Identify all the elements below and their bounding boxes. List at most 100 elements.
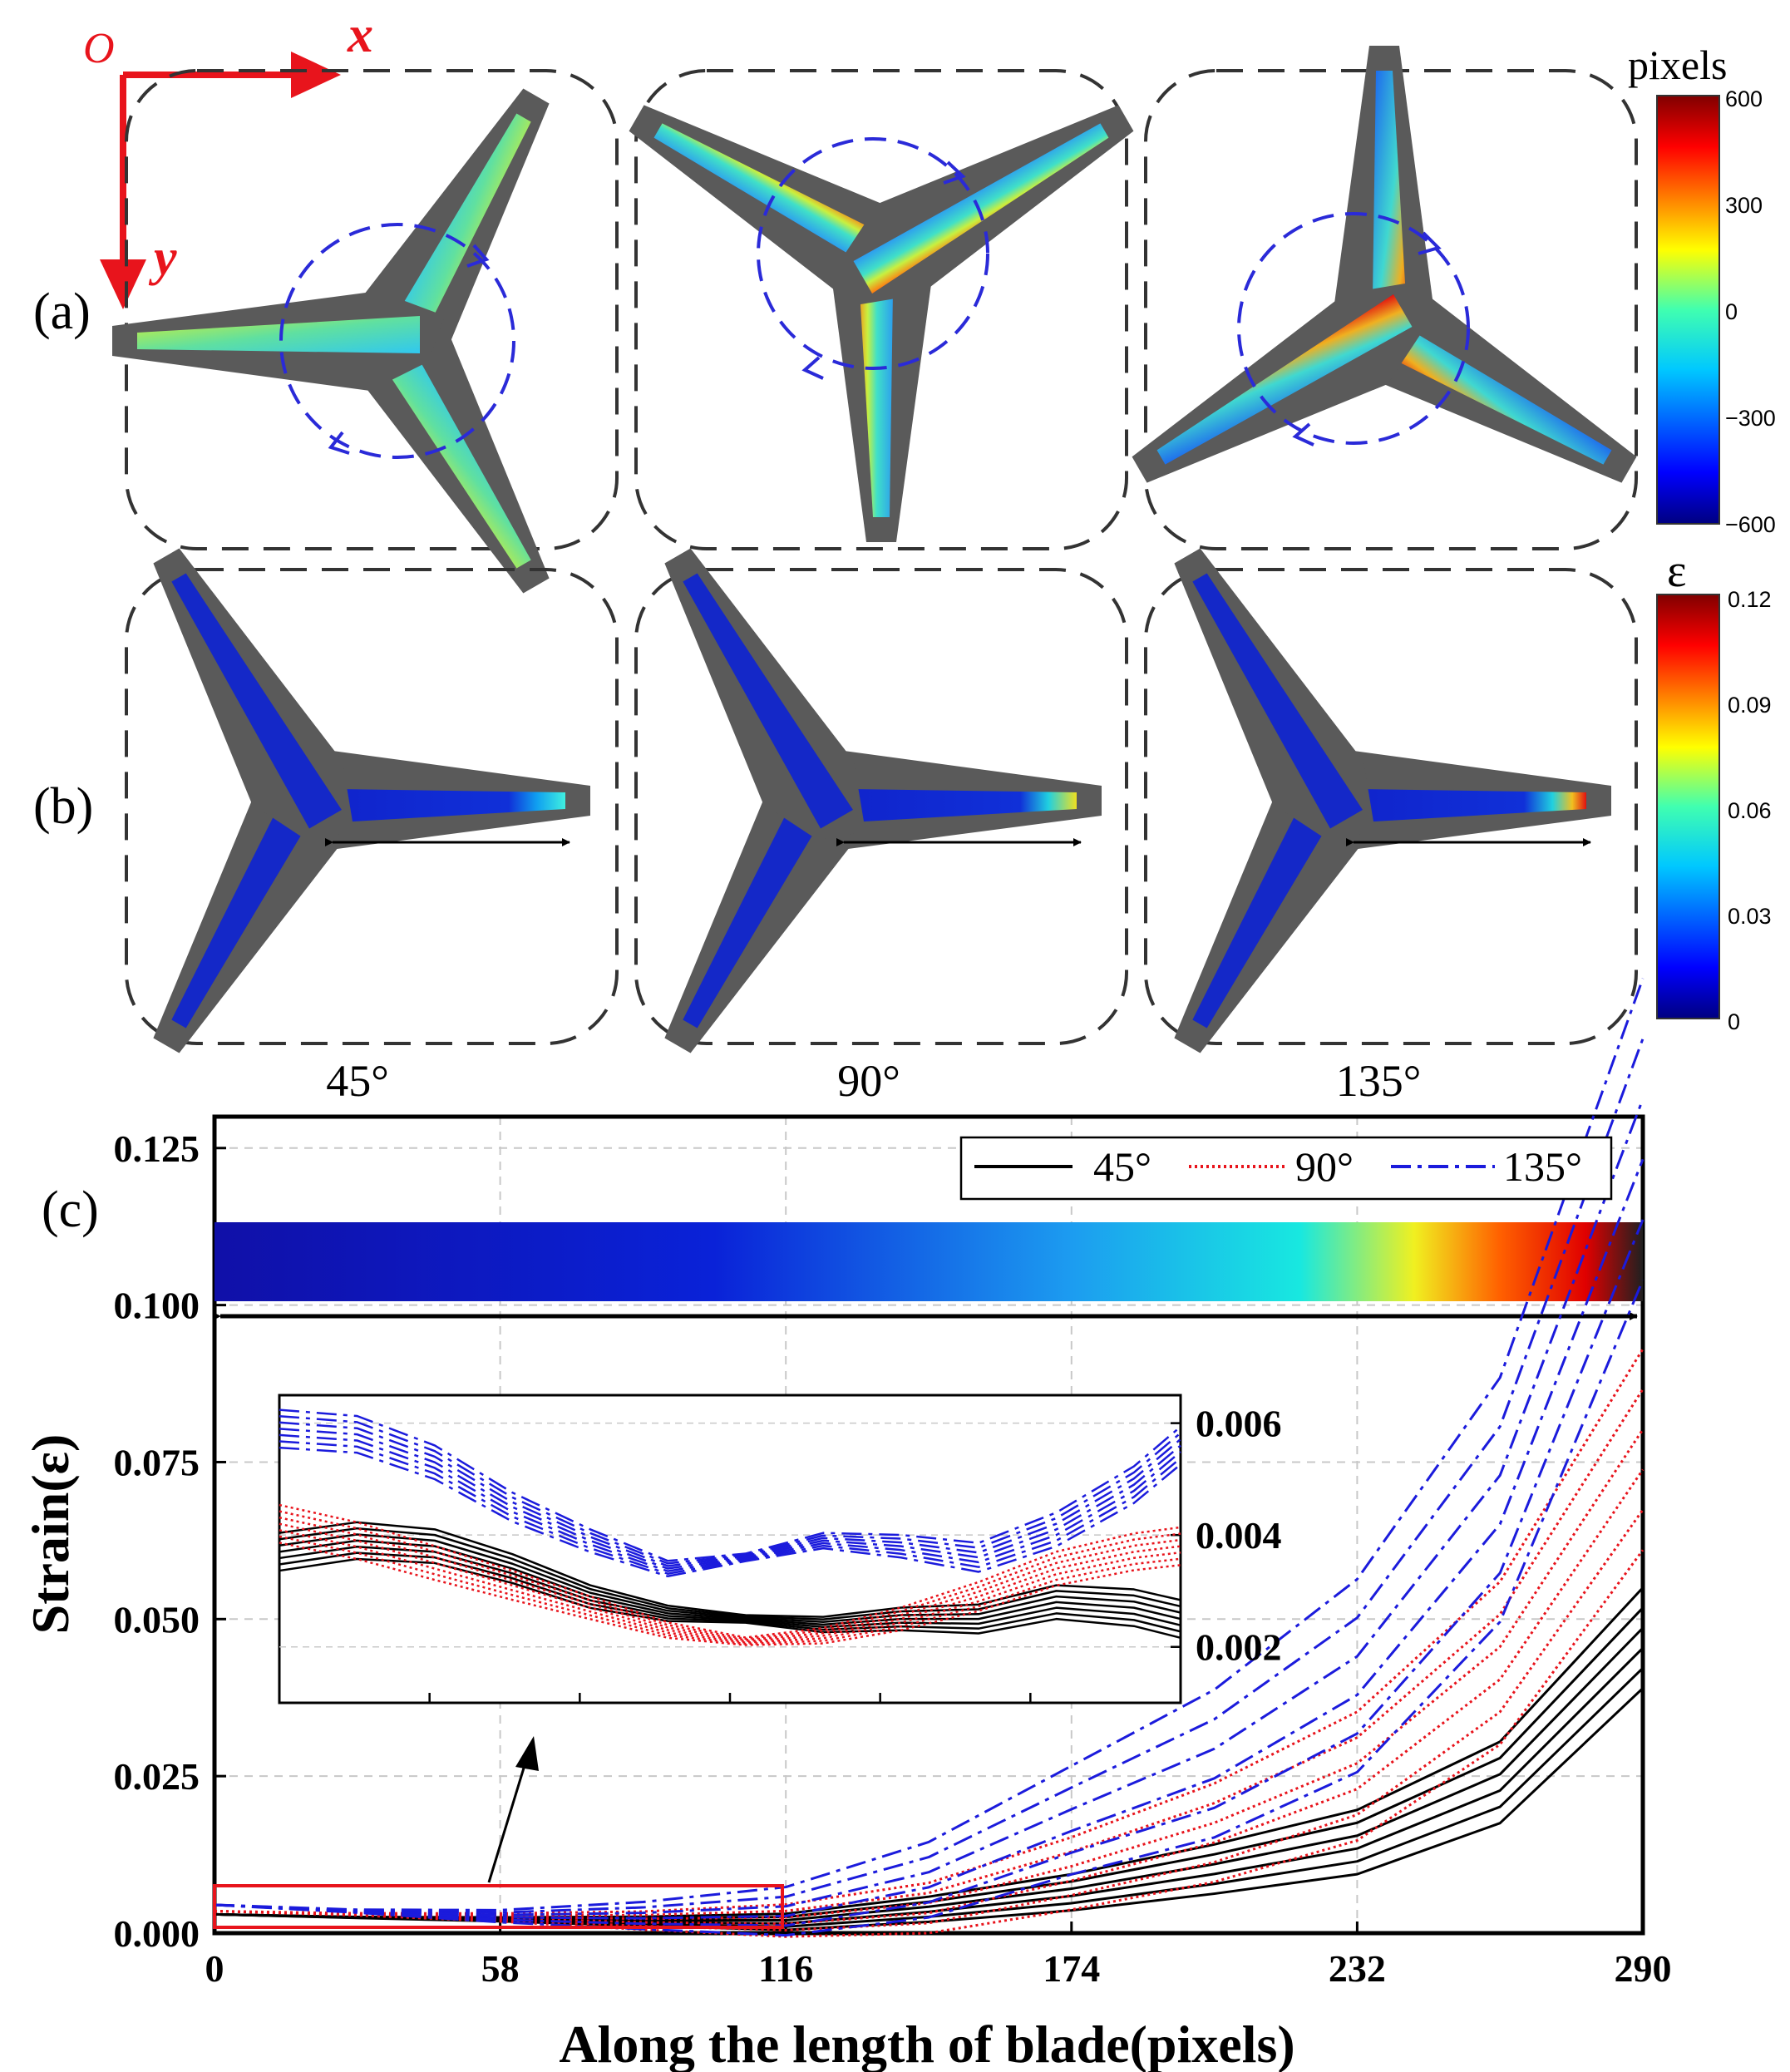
inset-series-line	[279, 1539, 1181, 1626]
rotation-arrow-icon	[328, 431, 350, 455]
inset-series-line	[279, 1521, 1181, 1618]
rotation-circle	[1237, 212, 1470, 445]
series-line	[214, 1687, 1645, 1931]
colorbar-strain-scale	[1656, 594, 1720, 1019]
colorbar-strain-tick: 0.06	[1728, 798, 1772, 823]
series-line	[214, 1279, 1645, 1937]
inset-series-line	[279, 1408, 1181, 1562]
frame	[125, 568, 619, 1045]
panel-b-45	[125, 548, 619, 1053]
legend-label-45: 45°	[1093, 1143, 1151, 1190]
zoom-region-box	[213, 1884, 784, 1929]
angle-label-135: 135°	[1336, 1056, 1422, 1106]
panel-a-90	[629, 69, 1134, 550]
inset-y-tick-label: 0.002	[1196, 1626, 1282, 1669]
series-line	[214, 1098, 1645, 1917]
y-tick-label: 0.050	[114, 1598, 200, 1640]
series-line	[214, 1158, 1645, 1920]
frame	[125, 69, 619, 550]
colorbar-strain: ε 0.12 0.09 0.06 0.03 0	[1656, 545, 1772, 1034]
panel-b-label: (b)	[33, 778, 93, 835]
rotation-arrow-icon	[1292, 422, 1314, 446]
x-tick-label: 0	[205, 1947, 224, 1990]
panel-b-135	[1144, 548, 1638, 1053]
strain-chart: 0 58 116 174 232 290 0.000 0.025 0.050 0.075 0.100…	[21, 978, 1672, 2072]
colorbar-strain-title: ε	[1667, 545, 1687, 597]
panel-a-label: (a)	[33, 284, 91, 340]
x-tick-label: 58	[481, 1947, 520, 1990]
frame	[634, 69, 1128, 550]
angle-label-90: 90°	[837, 1056, 900, 1106]
inset-series-line	[279, 1428, 1181, 1570]
rotation-arrow-icon	[943, 160, 966, 185]
series-1	[214, 1348, 1645, 1938]
colorbar-strain-tick: 0.12	[1728, 587, 1772, 612]
turbine-displacement-135	[1132, 46, 1637, 483]
colorbar-displacement-tick: −600	[1725, 512, 1776, 537]
series-line	[214, 1348, 1645, 1915]
y-axis-title: Strain(ε)	[21, 1434, 80, 1635]
inset-series-line	[279, 1557, 1181, 1640]
colorbar-displacement-title: pixels	[1628, 42, 1727, 88]
series-line	[214, 1389, 1645, 1917]
rotation-circle	[279, 223, 515, 459]
zoom-pointer-line	[487, 1754, 530, 1883]
x-axis-label: x	[347, 7, 373, 63]
inset-series-line	[279, 1510, 1181, 1640]
x-axis-arrowhead	[291, 52, 341, 98]
frame	[1144, 568, 1638, 1045]
plot-frame	[212, 1114, 1645, 1936]
inset-series-line	[279, 1546, 1181, 1629]
colorbar-strain-tick: 0.03	[1728, 904, 1772, 929]
x-tick-label: 290	[1615, 1947, 1672, 1990]
blade-strain-strip	[215, 1222, 1643, 1301]
inset-grid	[279, 1422, 1181, 1648]
panel-a-135	[1132, 46, 1638, 550]
inset-tick-labels: 0.002 0.004 0.006	[1196, 1403, 1282, 1669]
inset-series-line	[279, 1552, 1181, 1633]
inset-series	[279, 1408, 1181, 1646]
inset-series-line	[279, 1533, 1181, 1623]
inset-series-line	[279, 1414, 1181, 1565]
turbine-strain-135	[1174, 548, 1611, 1053]
inset-series-2	[279, 1408, 1181, 1578]
inset-series-line	[279, 1542, 1181, 1646]
turbine-strain-90	[664, 548, 1102, 1053]
origin-label: O	[83, 25, 115, 72]
rotation-arrow-icon	[1418, 231, 1442, 255]
panel-a-45	[112, 69, 619, 594]
inset-series-line	[279, 1440, 1181, 1575]
axis-tick-labels: 0 58 116 174 232 290 0.000 0.025 0.050 0.075 0.100…	[114, 1127, 1672, 1990]
inset-frame	[278, 1394, 1182, 1704]
panel-b-90	[634, 548, 1128, 1053]
x-axis-title: Along the length of blade(pixels)	[559, 2015, 1294, 2072]
y-tick-label: 0.125	[114, 1127, 200, 1170]
colorbar-displacement-tick: 600	[1725, 86, 1763, 111]
inset-ticks	[428, 1422, 1181, 1703]
inset-series-line	[279, 1535, 1181, 1645]
legend-label-90: 90°	[1295, 1143, 1354, 1190]
y-tick-label: 0.000	[114, 1912, 200, 1955]
series-line	[214, 978, 1645, 1912]
y-axis-label: y	[148, 229, 177, 286]
inset-y-tick-label: 0.004	[1196, 1514, 1282, 1556]
series-line	[214, 1219, 1645, 1927]
colorbar-strain-tick: 0	[1728, 1009, 1740, 1034]
inset-series-line	[279, 1503, 1181, 1639]
x-tick-label: 232	[1329, 1947, 1386, 1990]
series-line	[214, 1549, 1645, 1938]
inset-series-line	[279, 1516, 1181, 1641]
colorbar-displacement-tick: 0	[1725, 299, 1738, 324]
inset-series-line	[279, 1527, 1181, 1621]
y-tick-label: 0.075	[114, 1441, 200, 1483]
x-tick-label: 116	[758, 1947, 813, 1990]
angle-label-45: 45°	[326, 1056, 389, 1106]
series-2	[214, 978, 1645, 1937]
turbine-displacement-90	[629, 105, 1134, 542]
inset-series-line	[279, 1433, 1181, 1572]
colorbar-displacement-scale	[1656, 95, 1720, 525]
rotation-circle	[757, 137, 989, 370]
panel-c-label: (c)	[42, 1182, 99, 1238]
